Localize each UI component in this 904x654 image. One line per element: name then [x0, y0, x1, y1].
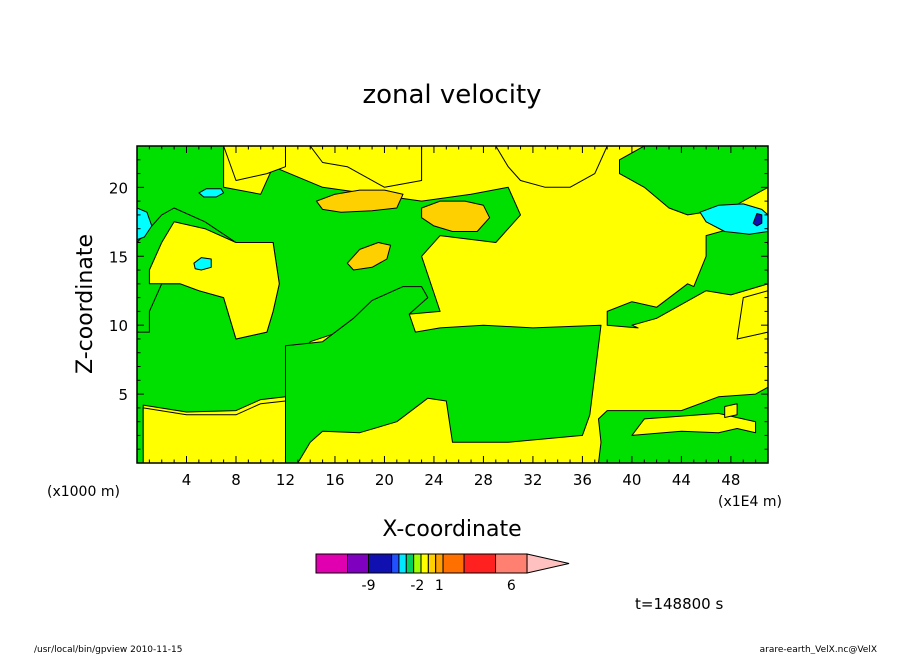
footer-left: /usr/local/bin/gpview 2010-11-15	[34, 645, 182, 654]
contour-region-cyan-3	[193, 257, 212, 271]
contour-region-green-1	[285, 286, 602, 463]
x-tick-label: 20	[375, 471, 394, 489]
x-unit-right: (x1E4 m)	[718, 494, 782, 510]
y-tick-label: 5	[118, 386, 128, 404]
contour-region-cyan-1	[699, 203, 768, 235]
colorbar-label: -9	[362, 578, 376, 594]
colorbar-bin	[442, 553, 465, 574]
colorbar: -9 -2 1 6	[315, 553, 570, 594]
contour-region-yellow-6	[736, 290, 768, 340]
contour-region-yellow-3	[142, 400, 286, 463]
colorbar-bin	[435, 553, 444, 574]
contour-regions	[137, 146, 768, 463]
x-axis: 4 8 12 16 20 24 28 32 36 40 44 48	[148, 146, 757, 489]
x-tick-label: 8	[231, 471, 241, 489]
x-tick-label: 12	[276, 471, 295, 489]
colorbar-bin	[405, 553, 415, 574]
y-tick-label: 10	[109, 317, 128, 335]
colorbar-bin	[391, 553, 400, 574]
x-tick-label: 48	[721, 471, 740, 489]
colorbar-label: -2	[410, 578, 424, 594]
colorbar-bin	[463, 553, 497, 574]
x-tick-label: 4	[182, 471, 192, 489]
colorbar-bin	[398, 553, 407, 574]
chart-title: zonal velocity	[362, 80, 541, 110]
footer-right: arare-earth_VelX.nc@VelX	[760, 645, 877, 654]
colorbar-label: 1	[435, 578, 444, 594]
colorbar-label: 6	[507, 578, 516, 594]
colorbar-bin	[347, 553, 369, 574]
colorbar-bin	[413, 553, 422, 574]
x-tick-label: 16	[325, 471, 344, 489]
y-axis: 5 10 15 20	[109, 159, 768, 450]
colorbar-bin	[420, 553, 429, 574]
contour-region-yellow-1	[309, 146, 423, 188]
x-tick-label: 40	[622, 471, 641, 489]
y-tick-label: 15	[109, 248, 128, 266]
y-axis-label: Z-coordinate	[73, 234, 98, 374]
colorbar-bin	[315, 553, 348, 574]
x-unit-left: (x1000 m)	[47, 484, 120, 500]
x-tick-label: 32	[523, 471, 542, 489]
x-axis-label: X-coordinate	[382, 517, 521, 542]
colorbar-bin	[368, 553, 393, 574]
contour-region-yellow-7	[724, 403, 738, 418]
contour-region-cyan-2	[198, 188, 225, 198]
colorbar-bin	[427, 553, 437, 574]
x-tick-label: 28	[474, 471, 493, 489]
colorbar-bin	[495, 553, 528, 574]
contour-region-yellow-2	[495, 146, 608, 188]
x-tick-label: 44	[672, 471, 691, 489]
contour-region-yellow-4	[148, 221, 280, 340]
contour-region-yellow-5	[631, 412, 757, 436]
contour-region-orange-0	[315, 189, 404, 213]
x-tick-label: 24	[424, 471, 443, 489]
contour-region-green-0	[137, 146, 521, 463]
colorbar-arrow	[526, 553, 570, 574]
contour-region-yellow-0	[223, 146, 286, 181]
contour-region-orange-1	[421, 200, 491, 232]
time-label: t=148800 s	[635, 595, 723, 613]
contour-region-orange-2	[346, 242, 392, 271]
contour-region-blue-0	[752, 213, 763, 227]
plot-frame	[136, 145, 769, 464]
y-tick-label: 20	[109, 179, 128, 197]
x-tick-label: 36	[573, 471, 592, 489]
contour-region-cyan-0	[137, 207, 153, 241]
